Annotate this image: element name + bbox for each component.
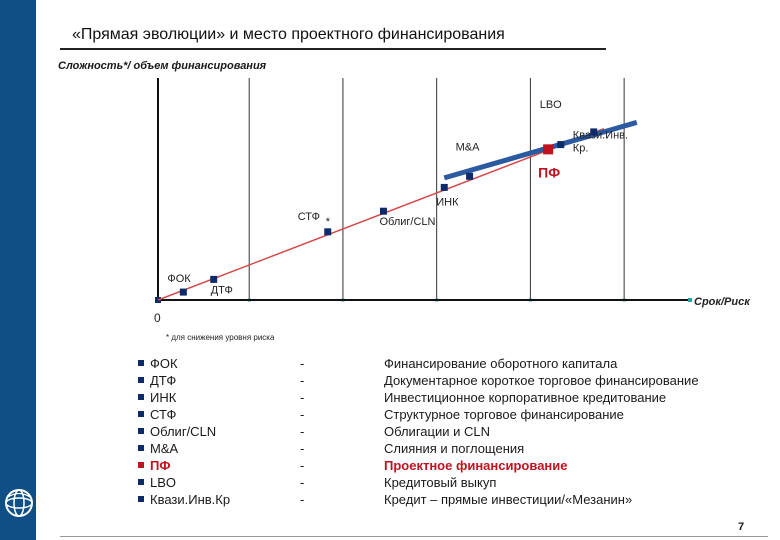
- data-point: [590, 128, 598, 136]
- bullet-icon: [138, 428, 144, 434]
- legend-term: ДТФ: [150, 373, 177, 388]
- bullet-icon: [138, 360, 144, 366]
- legend-description: Кредит – прямые инвестиции/«Мезанин»: [384, 492, 633, 507]
- data-point: [466, 172, 474, 180]
- legend-term: ПФ: [150, 458, 171, 473]
- legend-dash: -: [300, 356, 305, 371]
- bullet-icon: [138, 377, 144, 383]
- point-label: Облиг/CLN: [379, 216, 435, 228]
- point-label-highlight: ПФ: [538, 164, 560, 180]
- legend-description: Кредитовый выкуп: [384, 475, 497, 490]
- star-marker: *: [326, 216, 331, 228]
- legend-term: Облиг/CLN: [150, 424, 217, 439]
- company-logo-icon: [5, 489, 33, 517]
- point-label: Квази.Инв. Кр.: [573, 130, 628, 155]
- legend-term: СТФ: [150, 407, 177, 422]
- left-accent-bar: [0, 0, 36, 540]
- chart-footnote: * для снижения уровня риска: [166, 333, 275, 342]
- legend-description: Проектное финансирование: [384, 458, 568, 473]
- point-label: СТФ: [298, 211, 320, 223]
- bullet-icon: [138, 462, 144, 468]
- legend-term: Квази.Инв.Кр: [150, 492, 231, 507]
- bottom-divider: [60, 536, 768, 537]
- legend-dash: -: [300, 424, 305, 439]
- point-label: М&А: [456, 141, 481, 153]
- page-title: «Прямая эволюции» и место проектного фин…: [72, 26, 505, 43]
- y-axis-label: Сложность*/ объем финансирования: [58, 60, 267, 72]
- bullet-icon: [138, 445, 144, 451]
- bullet-icon: [138, 411, 144, 417]
- legend-dash: -: [300, 407, 305, 422]
- legend-description: Облигации и CLN: [384, 424, 490, 439]
- point-label: ИНК: [436, 196, 459, 208]
- legend-term: ИНК: [150, 390, 177, 405]
- legend-dash: -: [300, 458, 305, 473]
- x-axis-end-marker: [688, 298, 692, 302]
- bullet-icon: [138, 394, 144, 400]
- legend-description: Структурное торговое финансирование: [384, 407, 624, 422]
- evolution-chart: Срок/Риск 0 * для снижения уровня риска * ФО…: [154, 78, 751, 342]
- legend-term: M&A: [150, 441, 179, 456]
- legend-term: LBO: [150, 475, 177, 490]
- legend-dash: -: [300, 373, 305, 388]
- point-label: LBO: [540, 99, 562, 111]
- legend-dash: -: [300, 475, 305, 490]
- data-point: [210, 275, 218, 283]
- origin-label: 0: [154, 311, 161, 325]
- data-point: [179, 288, 187, 296]
- x-axis-label: Срок/Риск: [694, 296, 751, 308]
- legend-description: Инвестиционное корпоративное кредитовани…: [384, 390, 667, 405]
- legend-term: ФОК: [150, 356, 178, 371]
- legend-description: Слияния и поглощения: [384, 441, 525, 456]
- data-point-highlight: [543, 144, 554, 155]
- bullet-icon: [138, 496, 144, 502]
- page-number: 7: [738, 521, 745, 533]
- project-finance-zone-line: [443, 119, 638, 181]
- legend-dash: -: [300, 390, 305, 405]
- point-label: ДТФ: [211, 284, 233, 296]
- title-divider: [60, 48, 606, 50]
- data-point: [557, 141, 565, 149]
- bullet-icon: [138, 479, 144, 485]
- data-point: [440, 183, 448, 191]
- point-label: ФОК: [167, 273, 191, 285]
- legend-dash: -: [300, 492, 305, 507]
- data-point: [324, 228, 332, 236]
- data-point: [379, 207, 387, 215]
- legend-dash: -: [300, 441, 305, 456]
- legend-description: Документарное короткое торговое финансир…: [384, 373, 699, 388]
- legend-description: Финансирование оборотного капитала: [384, 356, 618, 371]
